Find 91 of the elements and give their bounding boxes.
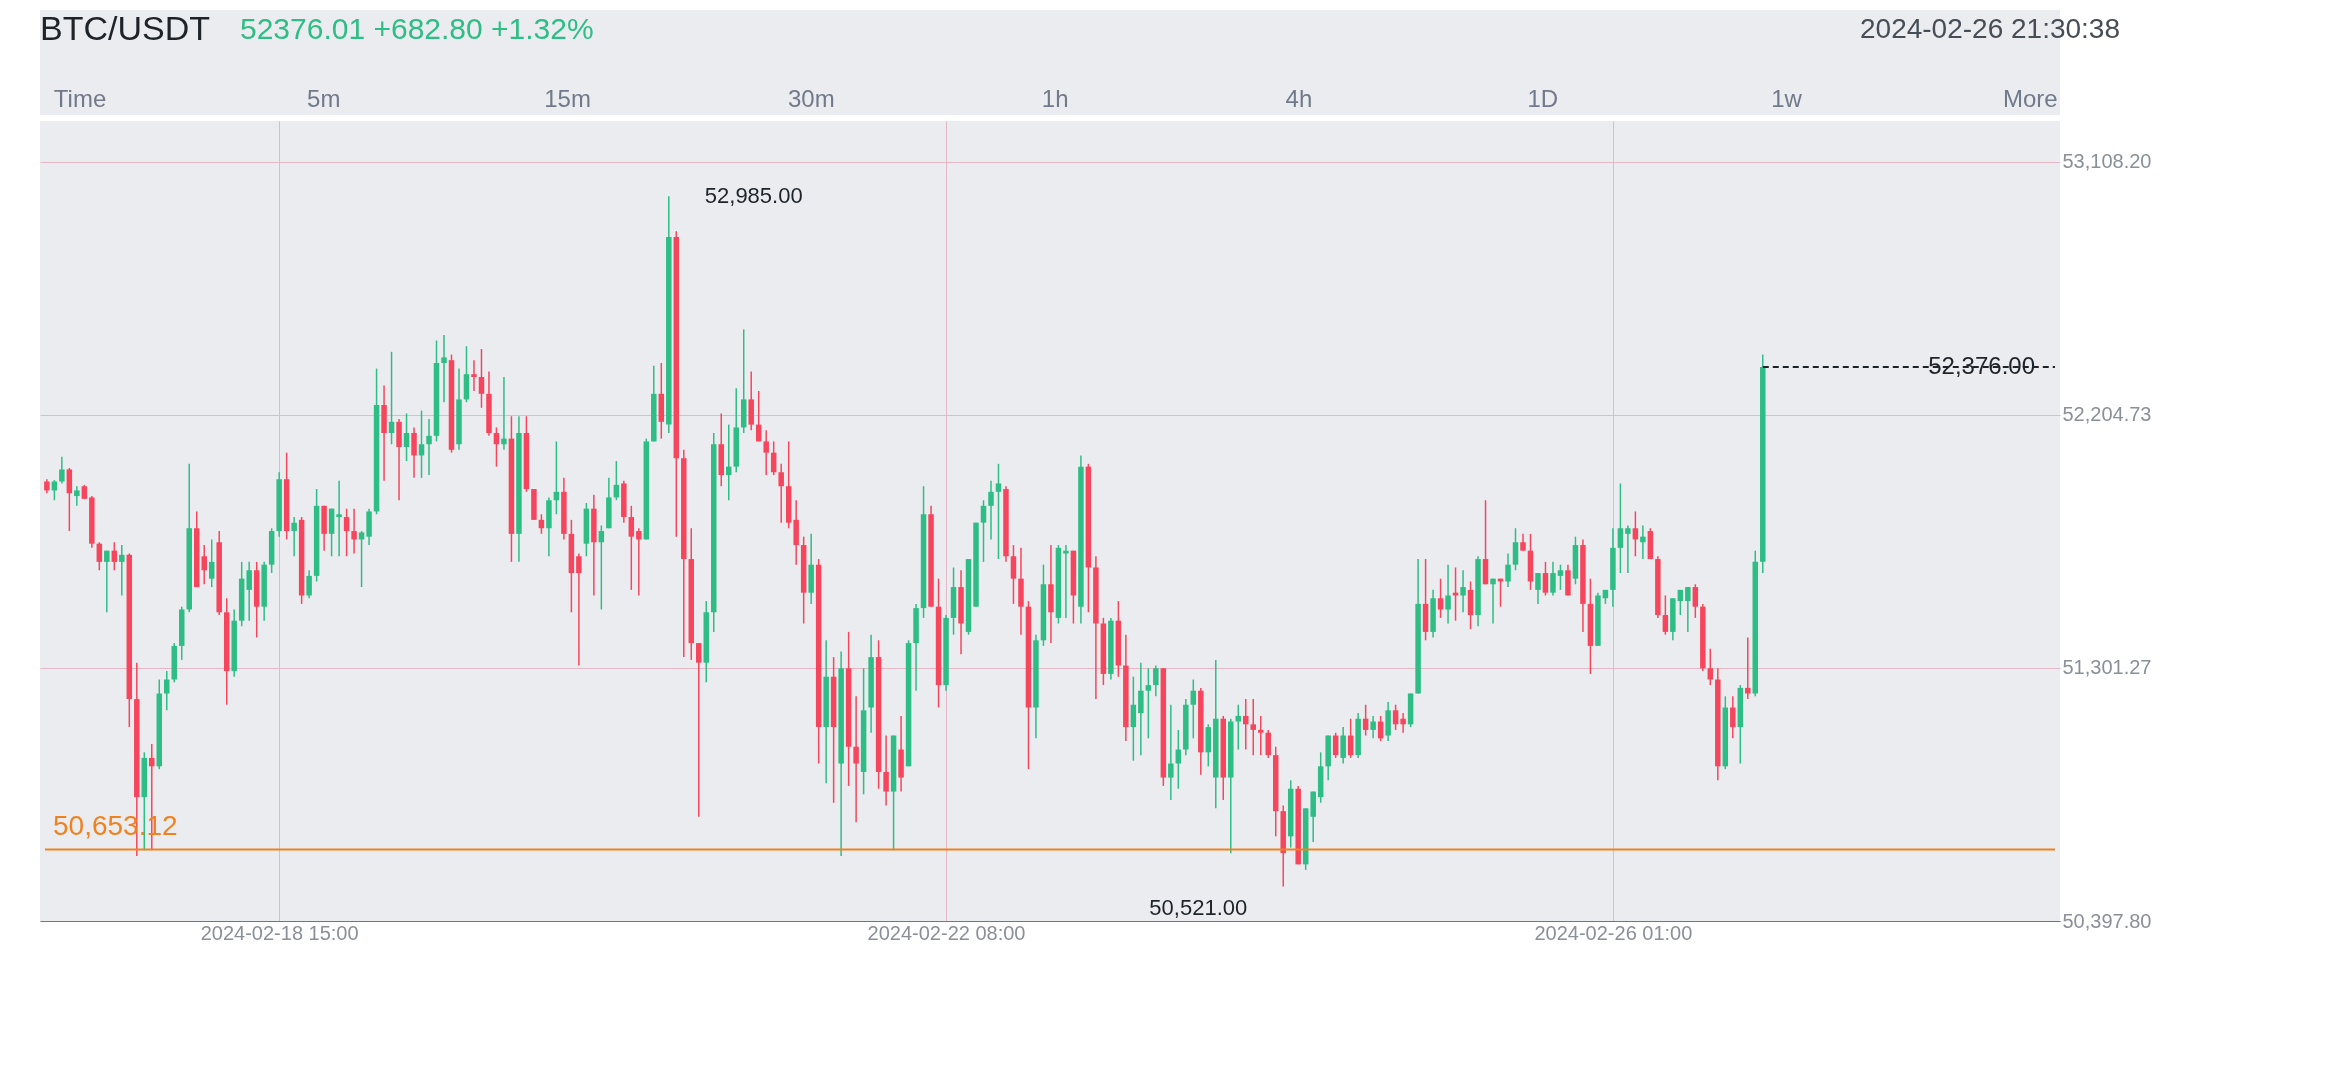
candlestick bbox=[1250, 698, 1256, 756]
candlestick bbox=[1745, 636, 1751, 700]
text: 4h bbox=[1285, 85, 1313, 112]
text: More bbox=[2002, 85, 2058, 112]
candlestick bbox=[1445, 563, 1451, 625]
candlestick bbox=[1400, 712, 1406, 734]
candlestick bbox=[1168, 703, 1174, 801]
candlestick bbox=[1490, 577, 1496, 625]
text: Time bbox=[53, 85, 107, 112]
candlestick bbox=[343, 507, 350, 558]
chart-subtitle: 52376.01 +682.80 +1.32% bbox=[240, 12, 594, 45]
x-tick-label: 2024-02-22 08:00 bbox=[867, 921, 1026, 944]
candlestick bbox=[1370, 715, 1376, 740]
text: 30m bbox=[788, 85, 835, 112]
candlestick bbox=[1392, 703, 1399, 731]
candlestick bbox=[853, 695, 859, 824]
candlestick bbox=[1145, 667, 1152, 740]
candlestick bbox=[351, 507, 357, 555]
candlestick bbox=[201, 544, 207, 586]
y-tick-label: 53,108.20 bbox=[2062, 150, 2152, 173]
candlestick bbox=[1662, 594, 1669, 636]
candlestick bbox=[208, 538, 215, 588]
y-tick-label: 51,301.27 bbox=[2062, 656, 2152, 679]
candlestick bbox=[883, 734, 889, 807]
text: 1w bbox=[1771, 85, 1803, 112]
candlestick bbox=[1625, 524, 1631, 574]
candlestick bbox=[1257, 715, 1264, 756]
text: 1h bbox=[1041, 85, 1069, 112]
candlestick bbox=[696, 642, 702, 818]
candlestick bbox=[1460, 569, 1466, 614]
candlestick bbox=[576, 552, 582, 667]
candlestick bbox=[471, 359, 477, 392]
candlestick bbox=[164, 670, 170, 712]
y-tick-label: 50,397.80 bbox=[2062, 909, 2152, 932]
candlestick bbox=[1175, 729, 1182, 790]
candlestick bbox=[763, 429, 769, 476]
candlestick bbox=[1010, 544, 1017, 605]
candlestick bbox=[1190, 678, 1197, 740]
candlestick bbox=[1505, 552, 1511, 588]
candlestick bbox=[1265, 729, 1271, 759]
candlestick bbox=[636, 527, 642, 597]
x-tick-label: 2024-02-26 01:00 bbox=[1534, 921, 1693, 944]
candlestick bbox=[104, 549, 110, 614]
candlestick bbox=[411, 426, 417, 479]
x-tick-label: 2024-02-18 15:00 bbox=[200, 921, 359, 944]
candlestick bbox=[1692, 583, 1699, 619]
candlestick bbox=[66, 467, 73, 532]
text: 1D bbox=[1527, 85, 1559, 112]
candlestick bbox=[1138, 661, 1144, 756]
candlestick bbox=[96, 541, 103, 572]
candlestick bbox=[119, 544, 125, 597]
candlestick bbox=[59, 456, 65, 485]
candlestick bbox=[628, 505, 635, 591]
y-tick-label: 52,204.73 bbox=[2062, 403, 2152, 426]
candlestick bbox=[1542, 561, 1549, 597]
candlestick bbox=[1340, 726, 1346, 765]
candlestick bbox=[1617, 482, 1624, 574]
candlestick bbox=[1685, 586, 1691, 633]
candlestick bbox=[988, 479, 994, 541]
candlestick bbox=[1243, 698, 1249, 751]
candlestick bbox=[1550, 561, 1556, 597]
candlestick bbox=[306, 569, 312, 600]
candlestick bbox=[1512, 527, 1519, 572]
candlestick bbox=[426, 418, 432, 476]
text: 2024-02-26 21:30:38 bbox=[1860, 13, 2120, 44]
candlestick bbox=[478, 348, 485, 409]
candlestick bbox=[1153, 664, 1159, 698]
ref-line-label: 52,376.00 bbox=[1928, 351, 2035, 379]
annotation: 52,985.00 bbox=[704, 183, 803, 209]
candlestick bbox=[403, 412, 410, 462]
candlestick bbox=[1730, 695, 1736, 740]
candlestick bbox=[336, 479, 342, 558]
candlestick bbox=[1557, 563, 1564, 591]
candlestick bbox=[1707, 647, 1714, 686]
candlestick bbox=[74, 485, 80, 507]
candlestick bbox=[501, 376, 507, 451]
candlestick bbox=[441, 334, 447, 403]
text: 15m bbox=[544, 85, 591, 112]
chart-title: BTC/USDT bbox=[40, 9, 210, 47]
candlestick bbox=[246, 561, 252, 622]
candlestick bbox=[51, 479, 58, 501]
candlestick bbox=[980, 499, 987, 563]
text: 5m bbox=[307, 85, 341, 112]
candlestick bbox=[291, 516, 297, 558]
candlestick bbox=[1535, 572, 1541, 605]
candlestick bbox=[778, 463, 784, 524]
candlestick bbox=[1640, 524, 1646, 560]
candlestick bbox=[358, 530, 365, 588]
candlestick bbox=[1235, 703, 1242, 751]
candlestick bbox=[995, 463, 1002, 560]
annotation: 50,521.00 bbox=[1149, 895, 1248, 921]
